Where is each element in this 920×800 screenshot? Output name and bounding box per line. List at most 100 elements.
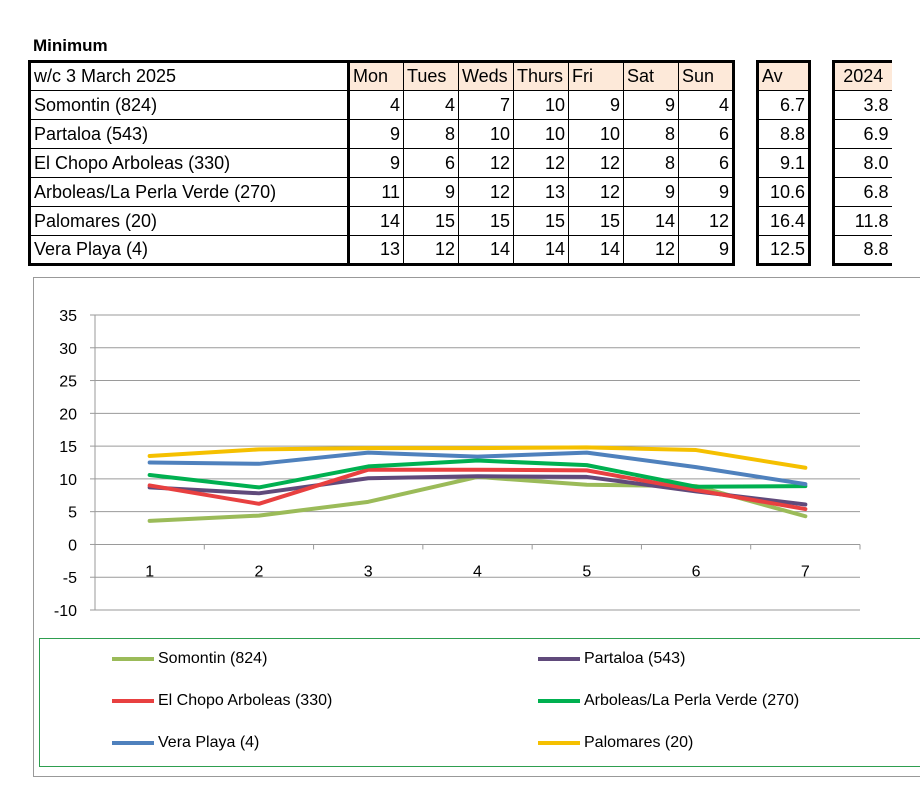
table-row: 6.9	[833, 119, 892, 149]
y-tick-label: 10	[59, 472, 77, 489]
table-row: Arboleas/La Perla Verde (270) 11 9 12 13 12 9 9	[29, 177, 734, 207]
legend-label: Vera Playa (4)	[158, 734, 260, 751]
table-row: 12.5	[757, 235, 810, 265]
y-tick-label: 15	[59, 439, 77, 456]
legend-item: Vera Playa (4)	[112, 734, 259, 752]
y-tick-label: 30	[59, 341, 77, 358]
week-label: w/c 3 March 2025	[29, 61, 350, 91]
min-temp-cell: 14	[458, 235, 514, 265]
y-tick-label: 5	[68, 505, 77, 522]
legend-item: Partaloa (543)	[538, 650, 685, 668]
legend-swatch	[112, 699, 154, 703]
min-temp-cell: 13	[513, 177, 569, 207]
previous-year-cell: 3.8	[833, 90, 892, 120]
chart-legend	[39, 638, 920, 767]
average-cell: 10.6	[757, 177, 810, 207]
table-row: 11.8	[833, 206, 892, 236]
previous-year-cell: 6.9	[833, 119, 892, 149]
min-temp-cell: 12	[568, 148, 624, 178]
legend-label: Partaloa (543)	[584, 650, 686, 667]
legend-label: Somontin (824)	[158, 650, 268, 667]
min-temp-cell: 10	[568, 119, 624, 149]
x-tick-label: 4	[473, 563, 482, 580]
min-temp-cell: 12	[678, 206, 734, 236]
legend-label: El Chopo Arboleas (330)	[158, 692, 333, 709]
previous-year-cell: 8.0	[833, 148, 892, 178]
table-row: Vera Playa (4) 13 12 14 14 14 12 9	[29, 235, 734, 265]
y-tick-label: 20	[59, 406, 77, 423]
table-row: 8.0	[833, 148, 892, 178]
table-header-row: 2024	[833, 61, 892, 91]
x-tick-label: 6	[692, 563, 701, 580]
average-table: Av 6.7 8.8 9.1 10.6 16.4 12.5	[756, 60, 811, 266]
legend-item: Palomares (20)	[538, 734, 693, 752]
legend-swatch	[112, 657, 154, 661]
table-row: 10.6	[757, 177, 810, 207]
min-temp-cell: 12	[458, 148, 514, 178]
x-tick-label: 3	[364, 563, 373, 580]
day-header: Fri	[568, 61, 624, 91]
table-row: El Chopo Arboleas (330) 9 6 12 12 12 8 6	[29, 148, 734, 178]
previous-year-cell: 11.8	[833, 206, 892, 236]
table-header-row: w/c 3 March 2025 Mon Tues Weds Thurs Fri…	[29, 61, 734, 91]
day-header: Thurs	[513, 61, 569, 91]
table-row: 8.8	[757, 119, 810, 149]
table-row: 9.1	[757, 148, 810, 178]
x-tick-label: 1	[145, 563, 154, 580]
legend-item: Arboleas/La Perla Verde (270)	[538, 692, 799, 710]
min-temp-cell: 12	[568, 177, 624, 207]
min-temp-cell: 9	[348, 119, 404, 149]
legend-item: Somontin (824)	[112, 650, 267, 668]
day-header: Sat	[623, 61, 679, 91]
min-temp-cell: 14	[623, 206, 679, 236]
min-temp-cell: 14	[348, 206, 404, 236]
min-temp-cell: 10	[513, 90, 569, 120]
legend-item: El Chopo Arboleas (330)	[112, 692, 332, 710]
min-temp-cell: 9	[678, 235, 734, 265]
table-row: Palomares (20) 14 15 15 15 15 14 12	[29, 206, 734, 236]
table-row: 3.8	[833, 90, 892, 120]
min-temp-cell: 14	[568, 235, 624, 265]
y-tick-label: 35	[59, 308, 77, 325]
series-line	[147, 450, 808, 487]
legend-label: Palomares (20)	[584, 734, 694, 751]
series-line	[147, 445, 808, 470]
legend-swatch	[538, 657, 580, 661]
min-temp-cell: 10	[458, 119, 514, 149]
min-temp-cell: 6	[678, 119, 734, 149]
min-temp-cell: 14	[513, 235, 569, 265]
x-tick-label: 2	[254, 563, 263, 580]
average-cell: 16.4	[757, 206, 810, 236]
min-temp-cell: 9	[348, 148, 404, 178]
table-title: Minimum	[33, 36, 108, 55]
x-tick-label: 5	[582, 563, 591, 580]
min-temp-cell: 9	[623, 177, 679, 207]
y-tick-label: -5	[63, 570, 77, 587]
year-header: 2024	[833, 61, 892, 91]
min-temp-cell: 12	[623, 235, 679, 265]
legend-swatch	[112, 741, 154, 745]
previous-year-cell: 8.8	[833, 235, 892, 265]
previous-year-table: 2024 3.8 6.9 8.0 6.8 11.8 8.8	[832, 60, 892, 266]
min-temp-cell: 15	[458, 206, 514, 236]
chart-area	[33, 277, 920, 777]
y-tick-label: 0	[68, 537, 77, 554]
y-tick-label: 25	[59, 374, 77, 391]
series-line	[147, 474, 808, 523]
average-cell: 9.1	[757, 148, 810, 178]
legend-swatch	[538, 699, 580, 703]
station-name: Vera Playa (4)	[29, 235, 350, 265]
y-tick-label: -10	[54, 603, 77, 620]
min-temp-cell: 13	[348, 235, 404, 265]
average-cell: 8.8	[757, 119, 810, 149]
min-temp-cell: 4	[678, 90, 734, 120]
average-cell: 12.5	[757, 235, 810, 265]
series-line	[147, 467, 808, 512]
table-header-row: Av	[757, 61, 810, 91]
min-temp-cell: 10	[513, 119, 569, 149]
table-row: 8.8	[833, 235, 892, 265]
av-header: Av	[757, 61, 810, 91]
min-temp-cell: 15	[403, 206, 459, 236]
series-line	[147, 458, 808, 490]
